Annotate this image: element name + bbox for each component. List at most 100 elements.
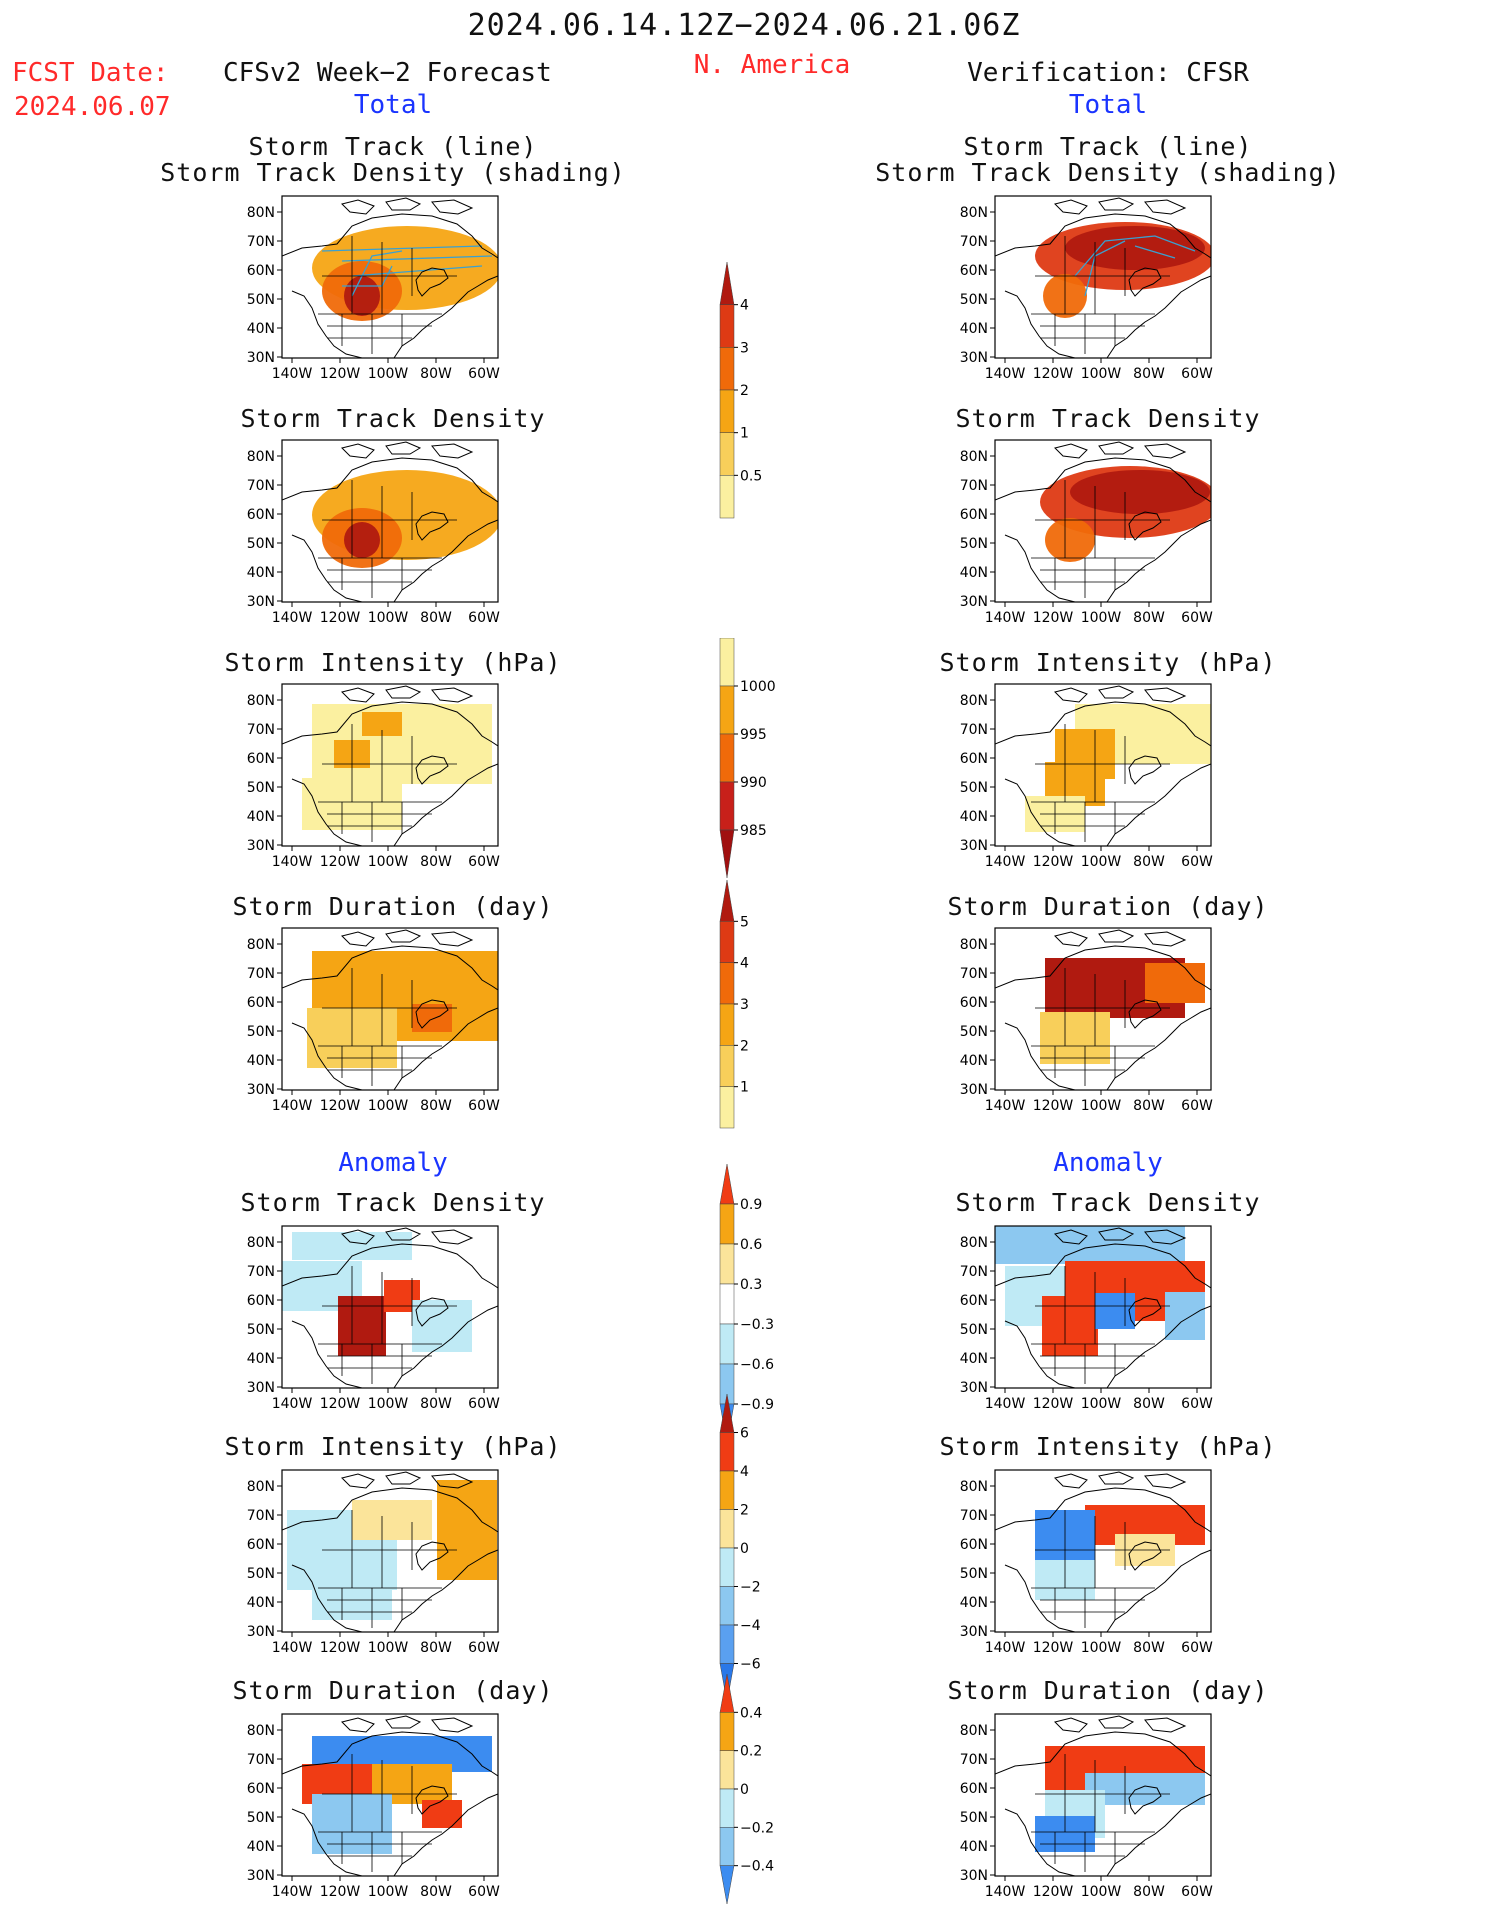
region-label: N. America (693, 50, 851, 80)
political-borders (1031, 1754, 1170, 1872)
r4-title: Storm Duration (day) (947, 892, 1269, 921)
lon-tick-label: 140W (985, 854, 1026, 870)
lon-tick-label: 60W (468, 610, 500, 626)
colorbar-tick-label: 5 (740, 914, 749, 930)
lon-tick-label: 60W (468, 366, 500, 382)
map-frame (281, 1713, 499, 1877)
lon-tick-label: 100W (368, 366, 409, 382)
colorbar-density_anom: 0.9 0.6 0.3 −0.3 −0.6 −0.9 (719, 1164, 774, 1445)
lon-tick-label: 120W (1033, 1884, 1074, 1900)
lat-tick-label: 40N (960, 809, 988, 825)
political-borders (318, 968, 457, 1086)
colorbar-tick-label: 4 (740, 298, 749, 314)
lon-tick-label: 100W (1081, 610, 1122, 626)
colorbar-duration_anom: 0.4 0.2 0 −0.2 −0.4 (719, 1674, 774, 1905)
lat-tick-label: 80N (960, 693, 988, 709)
lon-tick-label: 60W (1181, 366, 1213, 382)
lat-tick-label: 60N (960, 1781, 988, 1797)
lon-tick-label: 120W (320, 1396, 361, 1412)
lat-tick-label: 50N (960, 780, 988, 796)
colorbar-intensity_anom: 6 4 2 0 −2 −4 −6 (719, 1394, 761, 1703)
coastline (995, 1471, 1211, 1632)
verification-title: Verification: CFSR (967, 58, 1249, 88)
shade-region (1045, 518, 1095, 562)
lat-tick-label: 80N (960, 1479, 988, 1495)
lat-tick-label: 70N (247, 1752, 275, 1768)
shade-region (338, 1296, 386, 1356)
political-borders (318, 724, 457, 842)
r3-title: Storm Intensity (hPa) (939, 648, 1277, 677)
lat-tick-label: 30N (960, 594, 988, 610)
colorbar-tick-label: 0 (740, 1541, 749, 1557)
lon-tick-label: 60W (468, 1098, 500, 1114)
lat-tick-label: 30N (247, 350, 275, 366)
lat-tick-label: 30N (247, 1624, 275, 1640)
colorbar-tick-label: −0.4 (740, 1859, 774, 1875)
lat-tick-label: 30N (247, 838, 275, 854)
lon-tick-label: 120W (1033, 854, 1074, 870)
r1-title-line: Storm Track (line) (963, 132, 1253, 161)
colorbar-duration_total: 5 4 3 2 1 (719, 880, 749, 1129)
lat-tick-label: 40N (247, 1053, 275, 1069)
colorbar-tick-label: −0.9 (740, 1397, 774, 1413)
lat-tick-label: 30N (960, 1868, 988, 1884)
lat-tick-label: 60N (247, 1293, 275, 1309)
lon-tick-label: 80W (1133, 366, 1165, 382)
colorbar-tick-label: −2 (740, 1580, 761, 1596)
lat-tick-label: 70N (960, 1508, 988, 1524)
map-frame (281, 439, 499, 603)
colorbar-tick-label: −6 (740, 1657, 761, 1673)
map-frame (281, 683, 499, 847)
lon-tick-label: 120W (320, 1098, 361, 1114)
lat-tick-label: 50N (960, 292, 988, 308)
colorbar-tick-label: 4 (740, 956, 749, 972)
lon-tick-label: 80W (1133, 1396, 1165, 1412)
political-borders (1031, 724, 1170, 842)
track-line (351, 265, 483, 277)
lon-tick-label: 100W (368, 1640, 409, 1656)
shade-region (1070, 470, 1210, 514)
lat-tick-label: 80N (960, 937, 988, 953)
coastline (995, 441, 1211, 602)
r6-title: Storm Intensity (hPa) (939, 1432, 1277, 1461)
colorbar-tick-label: −0.2 (740, 1820, 774, 1836)
lat-tick-label: 40N (960, 1595, 988, 1611)
lat-tick-label: 60N (247, 995, 275, 1011)
colorbar-tick-label: 985 (740, 823, 767, 839)
lon-tick-label: 120W (1033, 610, 1074, 626)
lat-tick-label: 50N (960, 1024, 988, 1040)
colorbar-tick-label: 4 (740, 1464, 749, 1480)
lat-tick-label: 70N (960, 722, 988, 738)
lat-tick-label: 80N (247, 693, 275, 709)
shade-region (352, 1500, 432, 1540)
lat-tick-label: 40N (247, 1595, 275, 1611)
lon-tick-label: 120W (1033, 366, 1074, 382)
lat-tick-label: 50N (247, 1322, 275, 1338)
lat-tick-label: 40N (247, 565, 275, 581)
r1-title-shading: Storm Track Density (shading) (875, 158, 1341, 187)
lat-tick-label: 40N (960, 565, 988, 581)
lon-tick-label: 140W (272, 1396, 313, 1412)
l2-title: Storm Track Density (240, 404, 546, 433)
lat-tick-label: 40N (247, 1351, 275, 1367)
shade-region (995, 1226, 1185, 1264)
lon-tick-label: 60W (1181, 1884, 1213, 1900)
l7-title: Storm Duration (day) (232, 1676, 554, 1705)
date-range-title: 2024.06.14.12Z−2024.06.21.06Z (467, 8, 1021, 43)
map-frame (994, 1713, 1212, 1877)
colorbar-tick-label: 0.9 (740, 1197, 762, 1213)
l5-title: Storm Track Density (240, 1188, 546, 1217)
coastline (282, 1471, 498, 1632)
lat-tick-label: 80N (247, 1723, 275, 1739)
lon-tick-label: 80W (420, 1396, 452, 1412)
lon-tick-label: 140W (272, 610, 313, 626)
lon-tick-label: 100W (368, 1884, 409, 1900)
map-frame (281, 1469, 499, 1633)
lat-tick-label: 80N (247, 205, 275, 221)
colorbar-tick-label: 1000 (740, 679, 776, 695)
lon-tick-label: 100W (368, 1396, 409, 1412)
lat-tick-label: 60N (247, 751, 275, 767)
